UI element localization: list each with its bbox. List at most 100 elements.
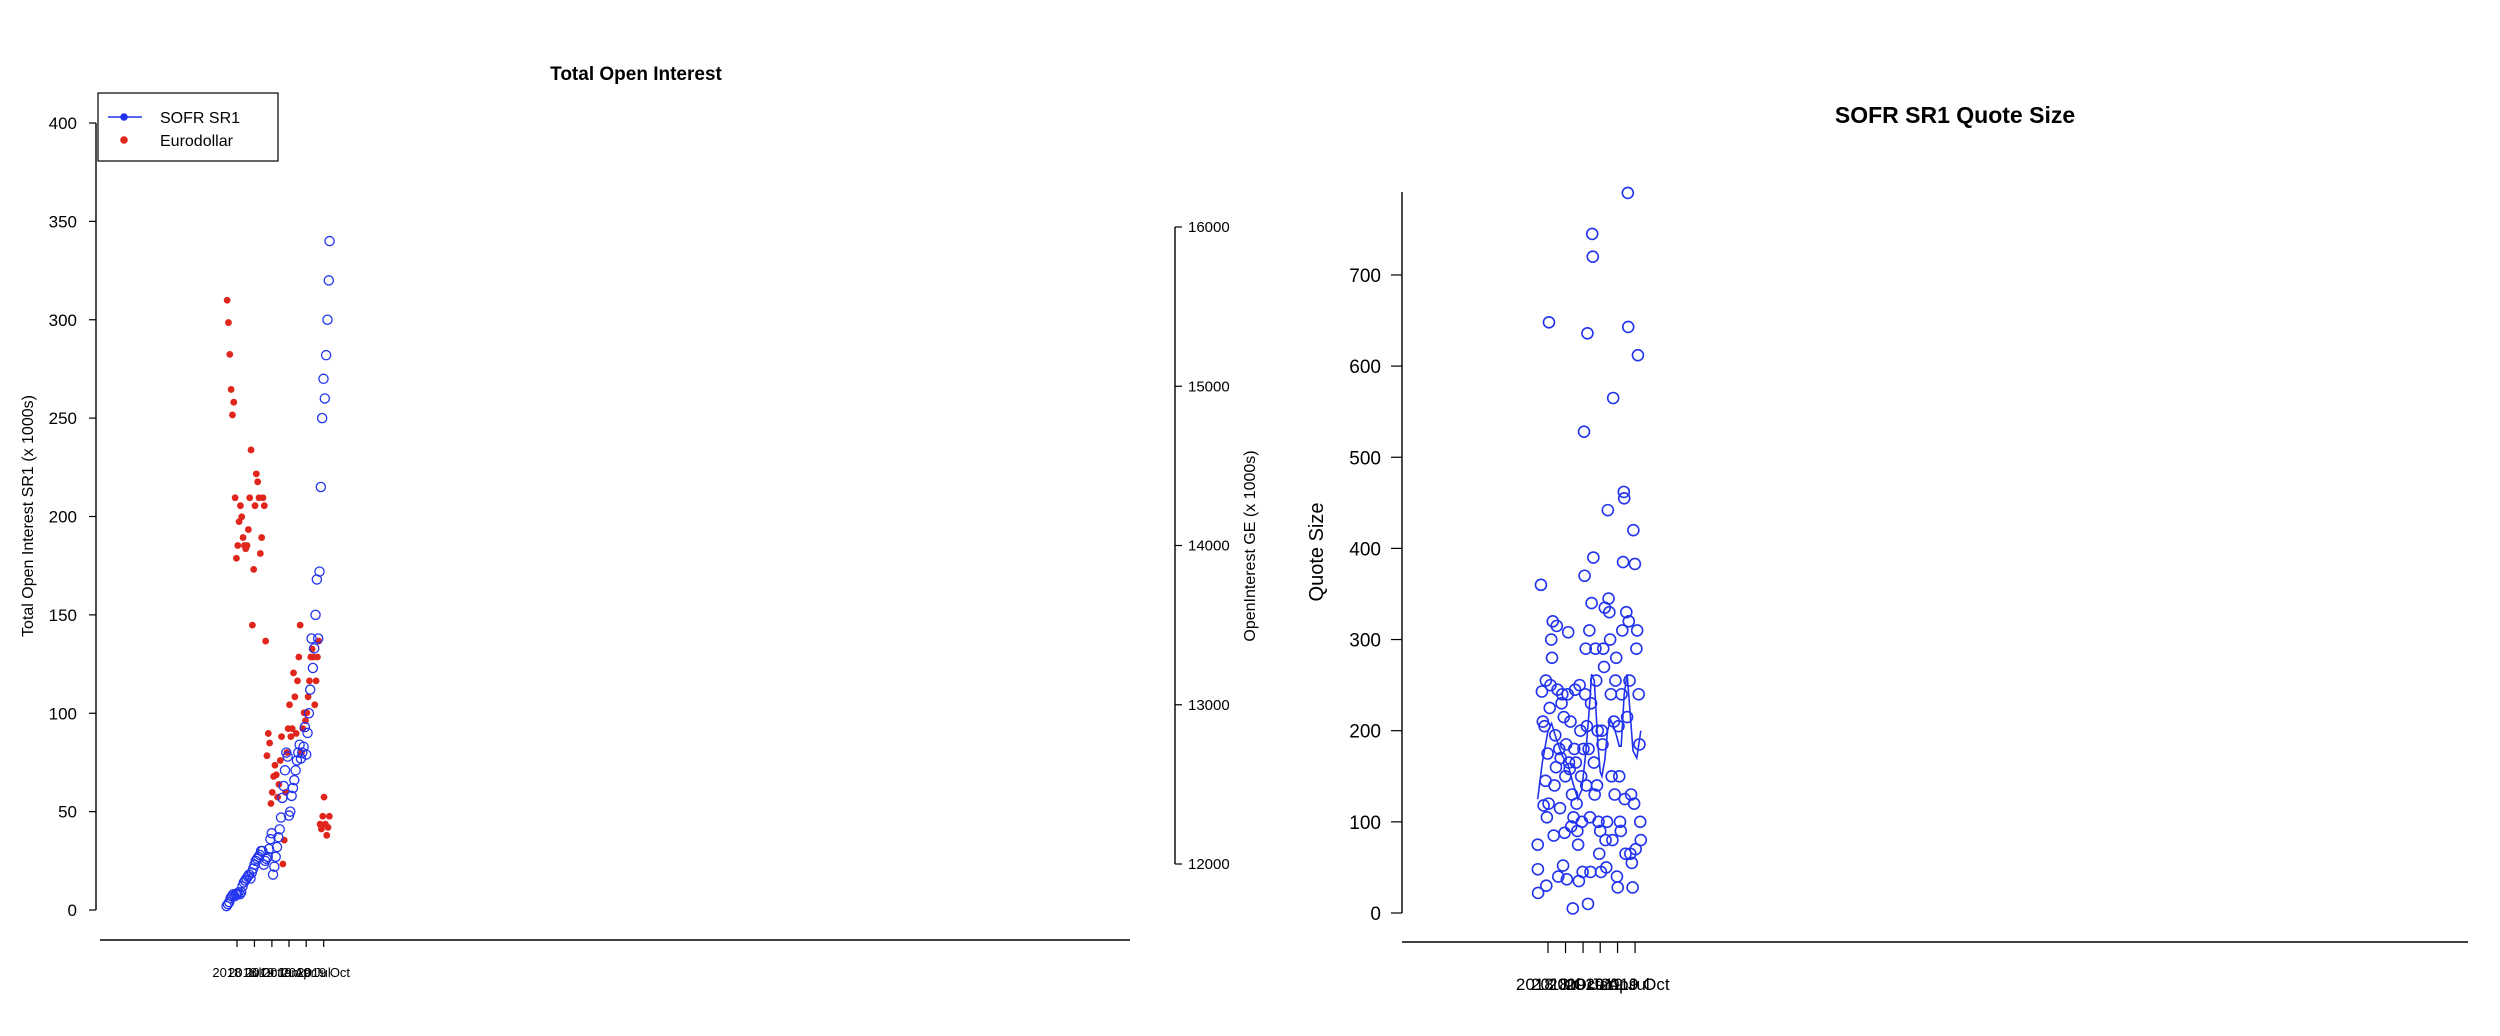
left-x-tick-label-2019-jul: 2019 Jul <box>282 965 331 980</box>
eurodollar-point <box>231 494 239 502</box>
sofr-sr1-point <box>282 751 293 762</box>
eurodollar-point <box>311 701 319 709</box>
quote-size-point <box>1583 624 1596 637</box>
quote-size-point <box>1599 833 1612 847</box>
sofr-sr1-point <box>308 643 320 654</box>
left-y-tick-label-0: 0 <box>68 901 77 920</box>
left-x-tick-label-2018-oct: 2018 Oct <box>228 965 281 980</box>
quote-size-point <box>1568 683 1582 696</box>
quote-size-point <box>1557 710 1571 724</box>
sofr-sr1-point <box>319 393 331 404</box>
sofr-sr1-point <box>318 373 329 385</box>
sofr-sr1-point <box>227 889 239 900</box>
sofr-sr1-point <box>300 749 312 760</box>
quote-size-point <box>1622 615 1636 628</box>
quote-size-point <box>1611 881 1625 894</box>
eurodollar-point <box>319 812 327 820</box>
quote-size-point <box>1555 687 1569 701</box>
sofr-sr1-series <box>221 235 335 912</box>
left-y-axis-label: Total Open Interest SR1 (x 1000s) <box>20 395 37 637</box>
quote-size-point <box>1592 847 1606 861</box>
quote-size-point <box>1600 815 1614 829</box>
left-y2-tick-label-14000: 14000 <box>1188 538 1230 555</box>
legend-eurodollar-label: Eurodollar <box>160 133 234 150</box>
quote-size-point <box>1597 660 1611 674</box>
quote-size-point <box>1621 320 1635 334</box>
quote-size-point <box>1609 674 1622 687</box>
eurodollar-point <box>252 470 260 478</box>
sofr-sr1-point <box>287 782 299 794</box>
quote-size-point <box>1609 651 1623 665</box>
left-y-ticks: 0 50 100 150 200 250 300 350 400 <box>49 114 96 920</box>
eurodollar-point <box>290 669 297 677</box>
left-y-tick-label-200: 200 <box>49 508 77 527</box>
left-y2-tick-label-15000: 15000 <box>1188 378 1230 395</box>
left-y-tick-label-150: 150 <box>49 606 77 625</box>
eurodollar-point <box>262 637 270 645</box>
quote-size-point <box>1553 801 1567 815</box>
quote-size-point <box>1627 523 1640 537</box>
sofr-sr1-point <box>275 812 287 823</box>
eurodollar-point <box>292 730 300 737</box>
right-x-tick-label-2018-oct: 2018 Oct <box>1531 975 1600 994</box>
eurodollar-point <box>247 446 255 454</box>
quote-size-point <box>1586 250 1600 264</box>
right-y-axis-label: Quote Size <box>1306 503 1328 602</box>
sofr-sr1-point <box>307 662 319 674</box>
quote-size-point <box>1587 551 1600 564</box>
quote-size-point <box>1539 879 1553 892</box>
quote-size-point <box>1543 701 1557 715</box>
left-x-tick-label-2019-jan: 2019 Jan <box>245 965 299 980</box>
left-x-tick-label-2019-oct: 2019 Oct <box>297 965 350 980</box>
quote-size-point <box>1534 578 1548 592</box>
eurodollar-point <box>291 693 299 701</box>
quote-size-point <box>1606 833 1619 847</box>
left-y-tick-label-50: 50 <box>58 803 77 822</box>
eurodollar-point <box>227 386 235 393</box>
eurodollar-point <box>250 565 258 573</box>
eurodollar-point <box>320 793 328 801</box>
eurodollar-point <box>268 788 276 796</box>
quote-size-point <box>1616 555 1630 569</box>
right-x-tick-label-2019-oct: 2019 Oct <box>1601 975 1670 994</box>
quote-size-point <box>1600 861 1613 874</box>
quote-size-point <box>1634 833 1648 847</box>
quote-size-point <box>1551 870 1565 883</box>
quote-size-point <box>1556 859 1570 872</box>
eurodollar-point <box>256 550 264 557</box>
eurodollar-point <box>260 502 268 510</box>
sofr-sr1-point <box>274 824 285 835</box>
quote-size-point <box>1590 779 1604 792</box>
eurodollar-point <box>278 733 285 740</box>
eurodollar-point <box>234 542 242 549</box>
sofr-sr1-point <box>270 851 281 863</box>
quote-size-point <box>1579 642 1593 655</box>
eurodollar-point <box>225 319 232 326</box>
right-y-tick-label-600: 600 <box>1349 357 1381 378</box>
quote-size-point <box>1558 826 1571 840</box>
quote-size-point <box>1602 592 1615 605</box>
sofr-sr1-point <box>262 851 273 863</box>
quote-size-point <box>1584 865 1597 879</box>
legend-sofr-marker <box>120 113 128 121</box>
quote-size-point <box>1541 747 1554 760</box>
quote-size-point <box>1581 897 1595 911</box>
quote-size-point <box>1548 728 1562 742</box>
quote-size-point <box>1577 425 1591 439</box>
left-legend: SOFR SR1 Eurodollar <box>97 92 279 162</box>
left-y2-axis-label: OpenInterest GE (x 1000s) <box>1242 450 1259 641</box>
legend-sofr-label: SOFR SR1 <box>160 110 240 127</box>
eurodollar-point <box>259 494 267 502</box>
quote-size-point <box>1555 697 1568 710</box>
eurodollar-point <box>229 411 236 419</box>
left-x-tick-label-2018-jul: 2018 Jul <box>212 965 261 980</box>
sofr-sr1-point <box>306 633 317 644</box>
eurodollar-point <box>323 831 331 839</box>
eurodollar-point <box>266 739 274 747</box>
sofr-sr1-point <box>312 633 324 644</box>
left-y-tick-label-400: 400 <box>49 114 77 133</box>
quote-size-point <box>1547 829 1561 842</box>
quote-size-point <box>1569 756 1583 769</box>
